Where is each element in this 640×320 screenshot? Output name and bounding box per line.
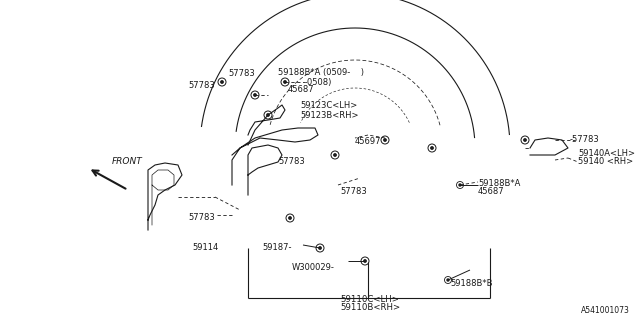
Text: 59123B<RH>: 59123B<RH> [300, 110, 358, 119]
Circle shape [459, 184, 461, 186]
Text: 59114: 59114 [192, 244, 218, 252]
Text: 59110C<LH>: 59110C<LH> [340, 295, 399, 305]
Text: 57783: 57783 [278, 157, 305, 166]
Text: W300029-: W300029- [292, 263, 335, 273]
Text: 57783: 57783 [228, 68, 255, 77]
Text: 59187-: 59187- [262, 244, 291, 252]
Text: 45687: 45687 [478, 188, 504, 196]
Text: 59188B*A: 59188B*A [478, 179, 520, 188]
Text: 57783: 57783 [340, 188, 367, 196]
Text: 57783: 57783 [188, 81, 215, 90]
Text: 59123C<LH>: 59123C<LH> [300, 101, 357, 110]
Text: -57783: -57783 [570, 135, 600, 145]
Text: 57783: 57783 [188, 213, 215, 222]
Text: -0508): -0508) [305, 77, 332, 86]
Circle shape [447, 279, 449, 281]
Circle shape [364, 260, 366, 262]
Text: 45687: 45687 [288, 85, 315, 94]
Text: 45697: 45697 [355, 138, 381, 147]
Circle shape [524, 139, 526, 141]
Circle shape [289, 217, 291, 219]
Circle shape [284, 81, 286, 83]
Text: 59140A<LH>: 59140A<LH> [578, 148, 635, 157]
Text: A541001073: A541001073 [581, 306, 630, 315]
Circle shape [431, 147, 433, 149]
Text: 59188B*B: 59188B*B [450, 278, 493, 287]
Circle shape [334, 154, 336, 156]
Circle shape [254, 94, 256, 96]
Text: 59140 <RH>: 59140 <RH> [578, 157, 633, 166]
Circle shape [319, 247, 321, 249]
Text: FRONT: FRONT [112, 157, 143, 166]
Circle shape [384, 139, 386, 141]
Circle shape [267, 114, 269, 116]
Text: 59110B<RH>: 59110B<RH> [340, 303, 400, 313]
Circle shape [221, 81, 223, 83]
Text: 59188B*A (0509-    ): 59188B*A (0509- ) [278, 68, 364, 76]
